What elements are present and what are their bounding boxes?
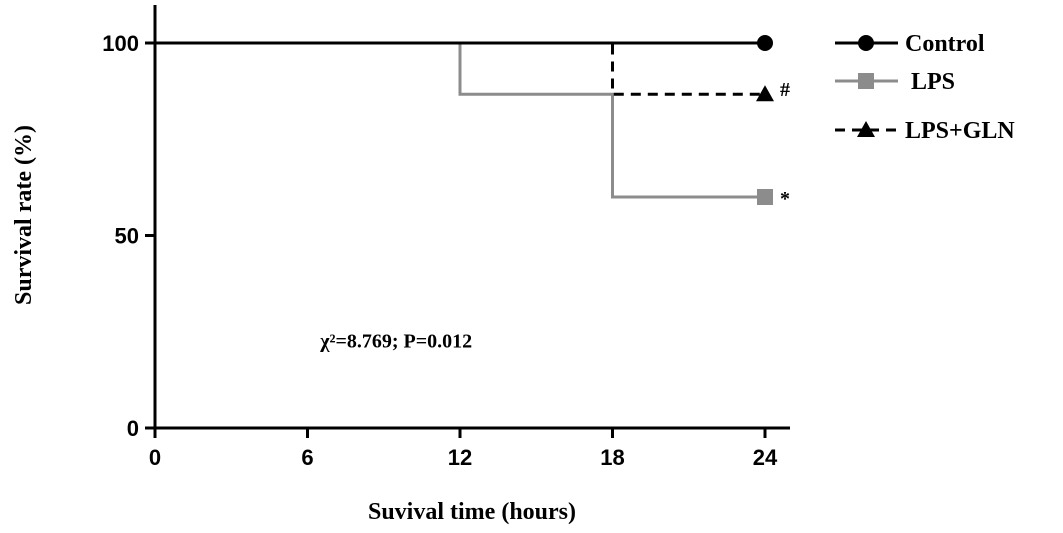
- significance-label: *: [780, 188, 790, 210]
- legend-marker-0: [858, 35, 874, 51]
- x-axis-title: Suvival time (hours): [368, 499, 576, 525]
- series-line-1: [155, 41, 765, 199]
- legend-label-1: LPS: [905, 69, 955, 95]
- labels-layer: Suvival time (hours) Survival rate (%) * # χ…: [11, 79, 790, 525]
- y-tick-label: 50: [115, 224, 139, 249]
- y-tick-label: 100: [102, 31, 139, 56]
- significance-label: #: [780, 79, 790, 101]
- x-tick-label: 0: [149, 445, 161, 470]
- series-layer: [155, 35, 774, 205]
- y-tick-label: 0: [127, 416, 139, 441]
- x-tick-label: 24: [753, 445, 778, 470]
- axes: 0 50 100 0 6 12 18 24: [102, 5, 790, 470]
- legend: Control LPS LPS+GLN: [835, 31, 1015, 144]
- series-marker-1: [757, 189, 773, 205]
- series-marker-0: [757, 35, 773, 51]
- legend-marker-1: [858, 73, 874, 89]
- x-tick-label: 12: [448, 445, 472, 470]
- series-marker-2: [756, 85, 774, 102]
- legend-label-0: Control: [905, 31, 985, 57]
- stats-annotation: χ²=8.769; P=0.012: [319, 330, 472, 352]
- x-tick-label: 18: [600, 445, 624, 470]
- legend-label-2: LPS+GLN: [905, 118, 1015, 144]
- legend-marker-2: [857, 121, 875, 137]
- x-tick-label: 6: [301, 445, 313, 470]
- y-axis-title: Survival rate (%): [11, 125, 37, 305]
